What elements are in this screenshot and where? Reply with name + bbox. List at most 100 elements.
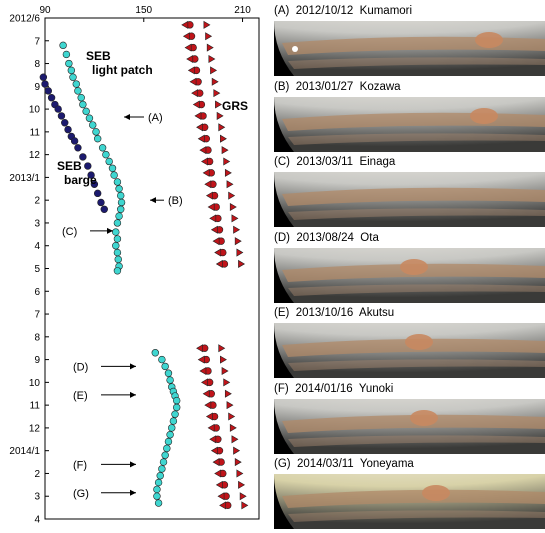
annotation-arrowhead: [130, 489, 136, 496]
y-tick-label: 4: [34, 515, 40, 526]
data-point: [151, 349, 159, 357]
data-point: [158, 465, 166, 473]
data-point: [74, 144, 82, 152]
data-point: [113, 248, 122, 257]
data-point: [171, 410, 179, 418]
data-point: [166, 431, 174, 439]
data-point-edge: [209, 435, 217, 444]
data-point-edge: [212, 458, 220, 467]
jupiter-image-art: [274, 323, 545, 378]
data-point: [89, 121, 97, 129]
annotation-arrowhead: [130, 461, 136, 468]
annotation-label: (C): [62, 226, 77, 238]
data-point: [82, 107, 90, 116]
data-point-edge: [220, 134, 227, 143]
data-point-edge: [207, 202, 215, 212]
data-point: [102, 150, 110, 159]
data-point: [163, 444, 171, 453]
data-point: [41, 80, 49, 88]
data-point: [112, 228, 120, 236]
data-point: [98, 144, 107, 152]
data-point: [117, 191, 125, 200]
data-point: [74, 87, 82, 95]
data-point: [93, 189, 102, 198]
data-point: [67, 66, 76, 75]
data-point-edge: [214, 248, 222, 257]
data-point-edge: [204, 401, 212, 410]
data-point-edge: [221, 366, 229, 375]
data-point: [47, 94, 56, 102]
y-tick-label: 2013/1: [9, 173, 40, 184]
jupiter-image-art: [274, 247, 545, 303]
jupiter-image: [274, 21, 545, 76]
grs-label: GRS: [222, 99, 248, 113]
annotation-label: (D): [73, 361, 88, 373]
data-point: [79, 153, 87, 161]
seb-barge-label: SEB barge: [57, 159, 97, 187]
data-point: [113, 219, 122, 227]
y-tick-label: 11: [30, 401, 41, 412]
data-point: [44, 87, 52, 95]
data-point: [108, 164, 117, 173]
data-point-edge: [202, 168, 210, 177]
data-point-edge: [216, 111, 224, 120]
data-point: [169, 417, 178, 425]
data-point: [84, 162, 92, 170]
data-point: [72, 80, 80, 88]
y-tick-label: 5: [34, 264, 40, 275]
data-points: [39, 20, 249, 510]
data-point: [39, 73, 48, 81]
data-point-edge: [238, 259, 246, 268]
data-point: [64, 125, 72, 134]
panel-caption: (C) 2013/03/11 Einaga: [274, 156, 396, 168]
data-point-edge: [234, 458, 242, 467]
data-point: [159, 458, 168, 466]
data-point: [70, 137, 79, 145]
data-point-edge: [218, 123, 226, 132]
data-point: [85, 114, 94, 122]
annotation-label: (F): [73, 459, 87, 471]
data-point-edge: [236, 469, 244, 478]
data-point-edge: [199, 146, 207, 155]
data-point: [153, 492, 161, 500]
y-tick-label: 6: [34, 287, 40, 298]
data-point: [158, 355, 166, 364]
data-point: [59, 41, 67, 50]
data-point-edge: [231, 435, 239, 444]
data-point-edge: [220, 355, 227, 364]
data-point-edge: [209, 214, 217, 223]
panel-caption: (B) 2013/01/27 Kozawa: [274, 80, 401, 93]
y-tick-label: 12: [29, 423, 41, 434]
data-point-edge: [208, 54, 216, 64]
y-tick-label: 8: [34, 59, 40, 70]
data-point: [161, 451, 169, 459]
data-point: [54, 105, 62, 113]
data-point-edge: [206, 43, 214, 52]
data-point: [164, 437, 173, 446]
drift-chart: 90 150 210 2012/6 7 8 9 10 11 12 2013/1 2 3 4 5 6 7 8 9 10 1…: [9, 5, 260, 526]
data-point-edge: [218, 344, 226, 353]
data-point-edge: [189, 77, 197, 86]
data-point-edge: [186, 54, 194, 64]
data-point: [114, 255, 122, 264]
jupiter-image: [274, 474, 545, 529]
data-point-edge: [210, 446, 218, 455]
data-point: [112, 242, 120, 250]
annotation-arrowhead: [124, 114, 130, 121]
data-point-edge: [194, 111, 202, 120]
data-point: [154, 478, 163, 487]
data-point-edge: [191, 89, 199, 98]
annotation-label: (G): [73, 488, 89, 500]
data-point-edge: [233, 225, 241, 234]
y-tick-label: 9: [34, 82, 40, 93]
data-point: [69, 73, 77, 81]
data-point-edge: [182, 32, 190, 41]
data-point-edge: [213, 89, 221, 98]
panel-caption: (G) 2014/03/11 Yoneyama: [274, 458, 414, 470]
data-point-edge: [241, 501, 249, 510]
data-point: [65, 59, 73, 68]
y-tick-label: 7: [34, 36, 40, 47]
jupiter-image: [274, 96, 545, 152]
data-point-edge: [214, 469, 222, 478]
data-point-edge: [224, 168, 232, 177]
